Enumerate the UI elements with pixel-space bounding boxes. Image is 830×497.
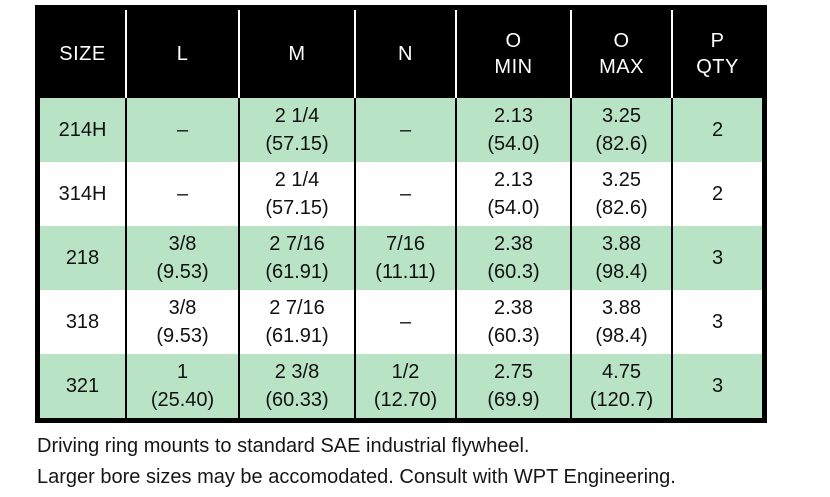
m-cell: 2 1/4 (57.15): [240, 98, 356, 162]
p-qty-cell: 2: [673, 162, 762, 226]
footnote-line-1: Driving ring mounts to standard SAE indu…: [37, 435, 530, 457]
header-cell-n: N: [356, 10, 457, 98]
p-qty-cell: 2: [673, 98, 762, 162]
m-cell: 2 3/8 (60.33): [240, 354, 356, 418]
size-cell: 318: [40, 290, 127, 354]
o-max-cell: 4.75 (120.7): [572, 354, 673, 418]
p-qty-cell: 3: [673, 290, 762, 354]
size-cell: 321: [40, 354, 127, 418]
p-qty-cell: 3: [673, 354, 762, 418]
o-max-cell: 3.88 (98.4): [572, 290, 673, 354]
table-row-321: 321 1 (25.40) 2 3/8 (60.33) 1/2 (12.70) …: [40, 354, 762, 418]
n-cell: –: [356, 290, 457, 354]
table-row-318: 318 3/8 (9.53) 2 7/16 (61.91) – 2.38 (60…: [40, 290, 762, 354]
table-row-218: 218 3/8 (9.53) 2 7/16 (61.91) 7/16 (11.1…: [40, 226, 762, 290]
o-max-cell: 3.88 (98.4): [572, 226, 673, 290]
header-cell-m: M: [240, 10, 356, 98]
o-min-cell: 2.13 (54.0): [457, 98, 572, 162]
l-cell: 3/8 (9.53): [127, 226, 240, 290]
n-cell: –: [356, 98, 457, 162]
footnotes: Driving ring mounts to standard SAE indu…: [37, 431, 676, 493]
size-cell: 214H: [40, 98, 127, 162]
n-cell: –: [356, 162, 457, 226]
l-cell: –: [127, 162, 240, 226]
p-qty-cell: 3: [673, 226, 762, 290]
table-row-214h: 214H – 2 1/4 (57.15) – 2.13 (54.0) 3.25 …: [40, 98, 762, 162]
o-min-cell: 2.13 (54.0): [457, 162, 572, 226]
o-min-cell: 2.38 (60.3): [457, 226, 572, 290]
m-cell: 2 7/16 (61.91): [240, 226, 356, 290]
o-min-cell: 2.75 (69.9): [457, 354, 572, 418]
o-max-cell: 3.25 (82.6): [572, 162, 673, 226]
m-cell: 2 1/4 (57.15): [240, 162, 356, 226]
size-cell: 314H: [40, 162, 127, 226]
header-cell-size: SIZE: [40, 10, 127, 98]
l-cell: 3/8 (9.53): [127, 290, 240, 354]
header-row: SIZE L M N O MIN O MAX P QTY: [40, 10, 762, 98]
size-cell: 218: [40, 226, 127, 290]
table-row-314h: 314H – 2 1/4 (57.15) – 2.13 (54.0) 3.25 …: [40, 162, 762, 226]
header-cell-l: L: [127, 10, 240, 98]
footnote-line-2: Larger bore sizes may be accomodated. Co…: [37, 466, 676, 488]
l-cell: 1 (25.40): [127, 354, 240, 418]
spec-table: SIZE L M N O MIN O MAX P QTY 214H – 2 1/…: [35, 5, 767, 423]
n-cell: 7/16 (11.11): [356, 226, 457, 290]
l-cell: –: [127, 98, 240, 162]
header-cell-p-qty: P QTY: [673, 10, 762, 98]
o-min-cell: 2.38 (60.3): [457, 290, 572, 354]
header-cell-o-min: O MIN: [457, 10, 572, 98]
n-cell: 1/2 (12.70): [356, 354, 457, 418]
o-max-cell: 3.25 (82.6): [572, 98, 673, 162]
header-cell-o-max: O MAX: [572, 10, 673, 98]
m-cell: 2 7/16 (61.91): [240, 290, 356, 354]
